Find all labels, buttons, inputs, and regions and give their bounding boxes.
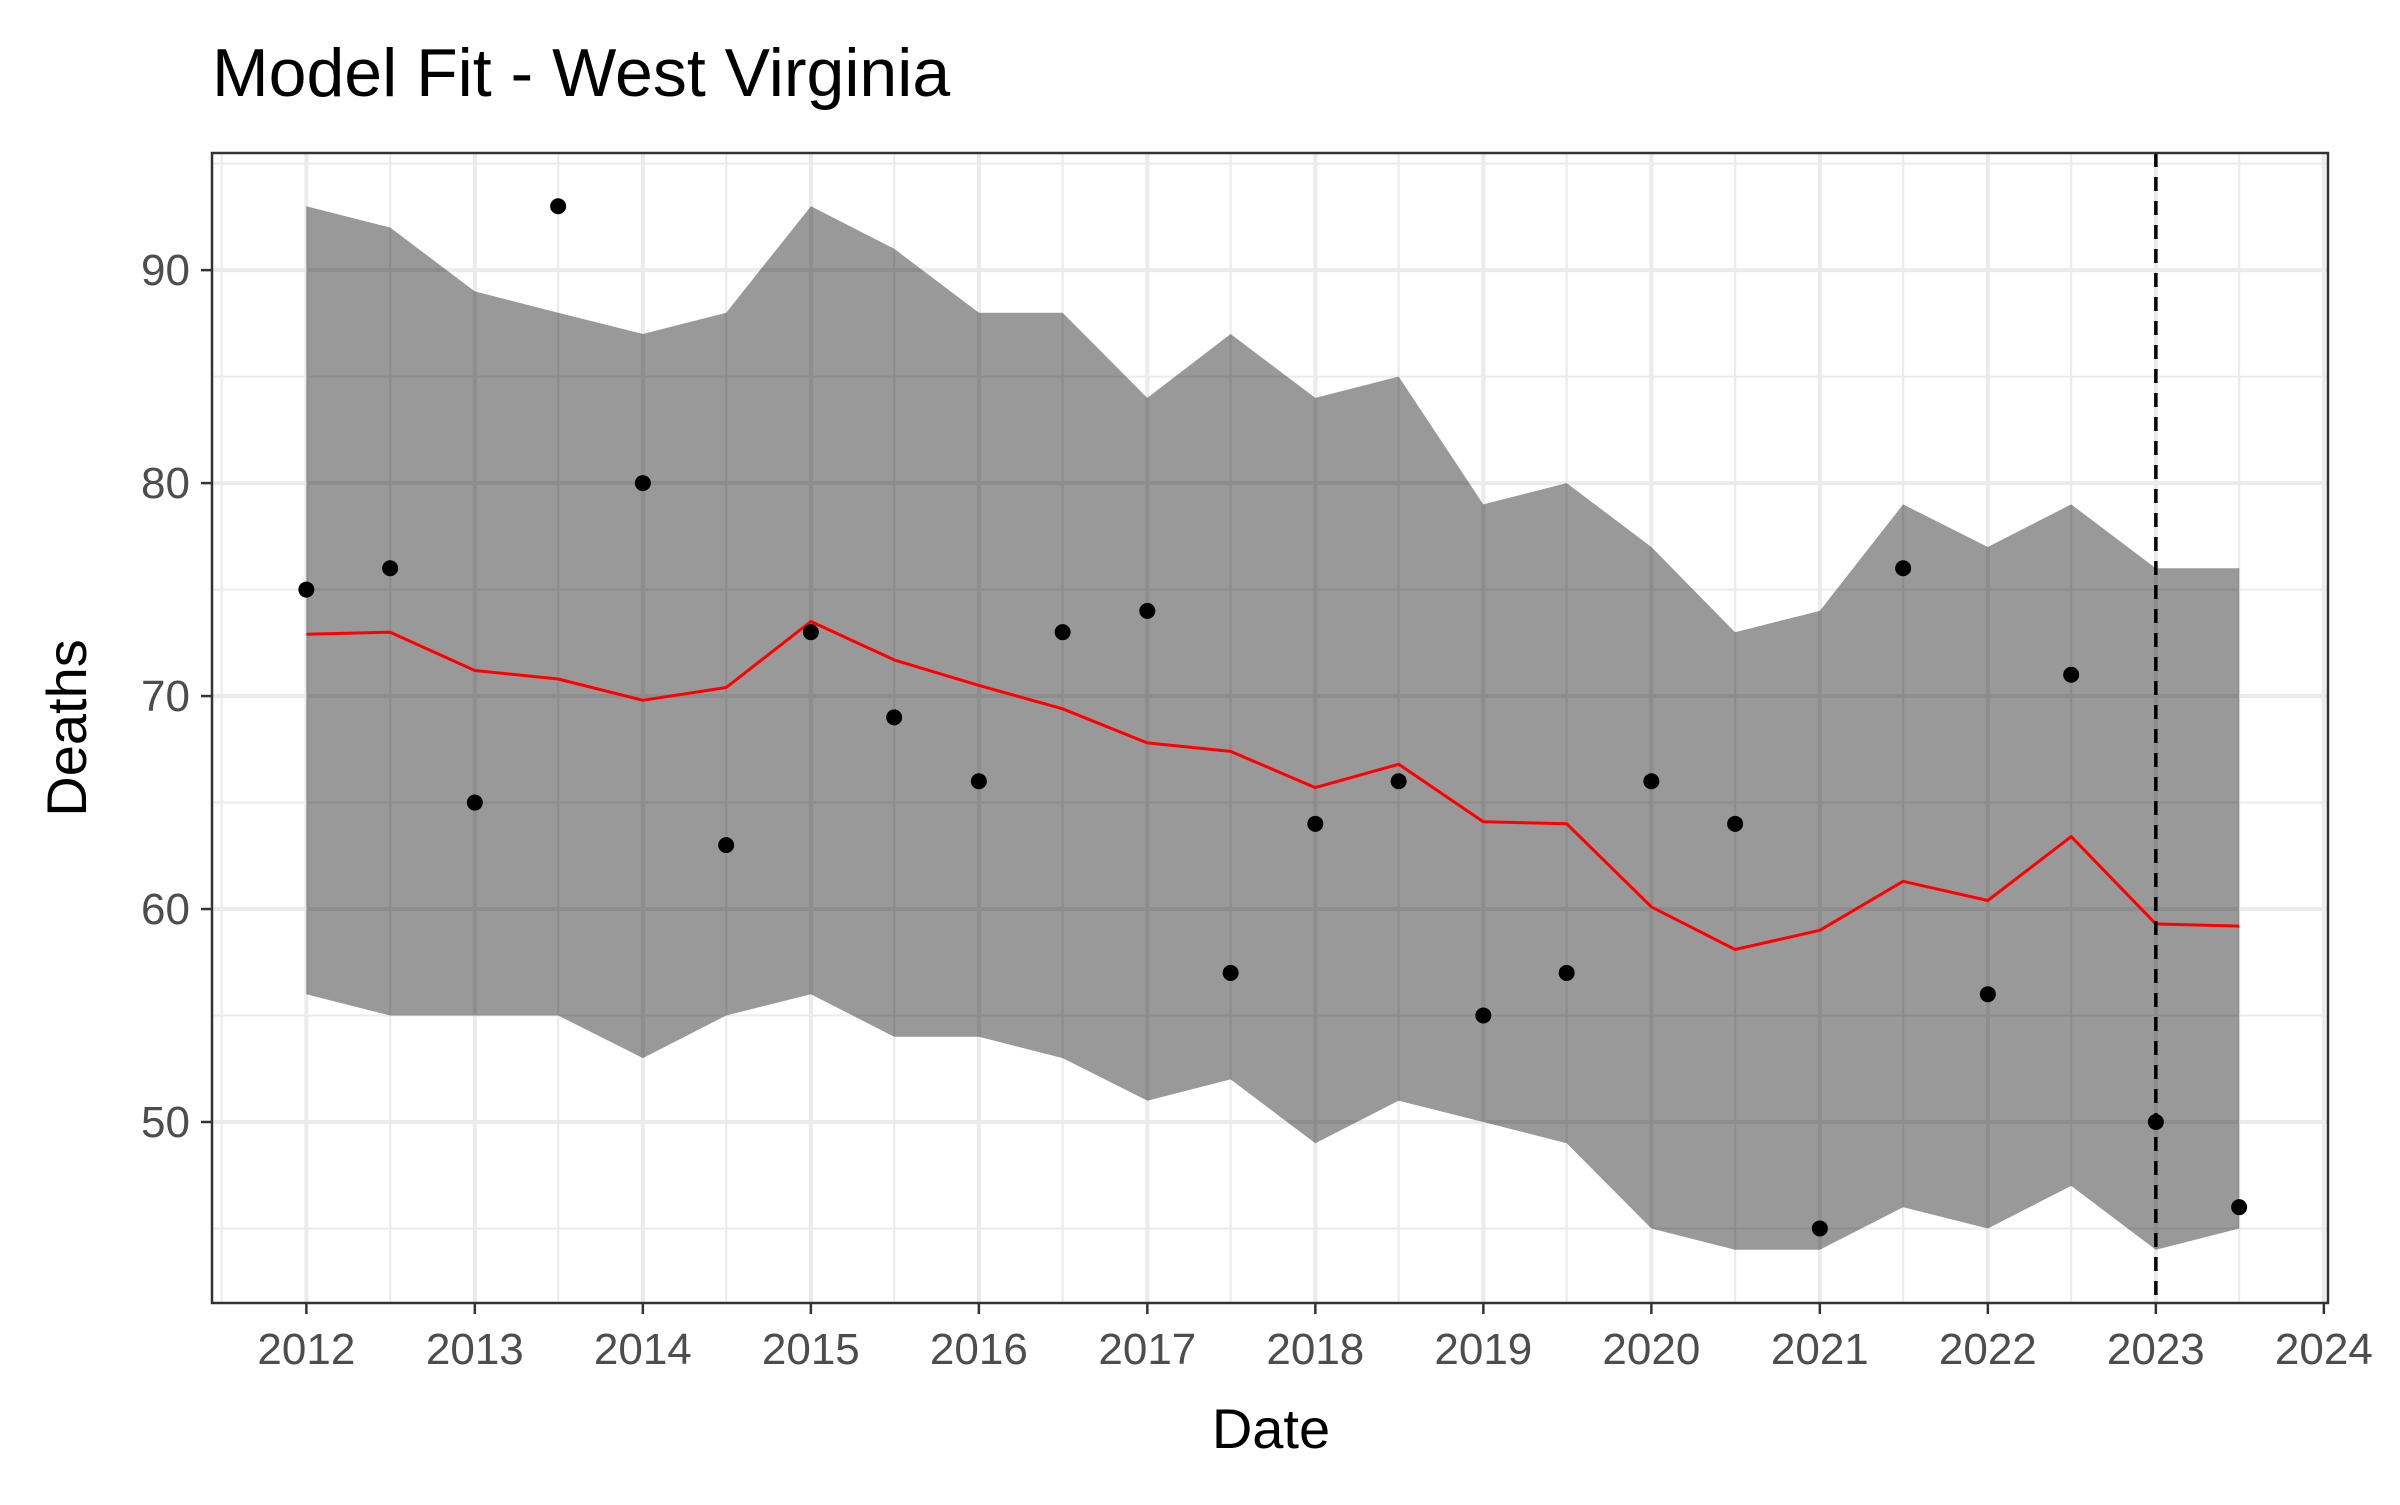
data-point <box>802 624 819 641</box>
data-point <box>2063 666 2080 683</box>
x-tick-label: 2015 <box>762 1325 860 1374</box>
x-tick-label: 2017 <box>1098 1325 1196 1374</box>
x-tick-label: 2014 <box>594 1325 692 1374</box>
data-point <box>970 773 987 790</box>
x-tick-label: 2021 <box>1771 1325 1869 1374</box>
data-point <box>2231 1199 2248 1216</box>
grid-lines <box>212 153 2328 1303</box>
data-point <box>1390 773 1407 790</box>
data-point <box>466 794 483 811</box>
data-point <box>1811 1220 1828 1237</box>
y-tick-label: 60 <box>141 885 190 934</box>
data-point <box>1558 964 1575 981</box>
y-tick-label: 50 <box>141 1098 190 1147</box>
x-tick-label: 2016 <box>930 1325 1028 1374</box>
x-axis-title: Date <box>1212 1397 1330 1460</box>
data-point <box>634 475 651 492</box>
data-point <box>1139 602 1156 619</box>
panel-background <box>212 153 2328 1303</box>
data-point <box>382 560 399 577</box>
y-tick-label: 70 <box>141 672 190 721</box>
data-point <box>886 709 903 726</box>
x-tick-label: 2023 <box>2107 1325 2205 1374</box>
data-point <box>1643 773 1660 790</box>
y-axis-title: Deaths <box>35 639 98 816</box>
data-point <box>1222 964 1239 981</box>
x-tick-label: 2019 <box>1434 1325 1532 1374</box>
y-tick-label: 90 <box>141 246 190 295</box>
y-tick-label: 80 <box>141 459 190 508</box>
data-point <box>1979 986 1996 1003</box>
x-tick-label: 2013 <box>426 1325 524 1374</box>
x-tick-label: 2022 <box>1939 1325 2037 1374</box>
data-point <box>1727 815 1744 832</box>
x-tick-label: 2024 <box>2275 1325 2373 1374</box>
chart-title: Model Fit - West Virginia <box>212 35 950 111</box>
confidence-band <box>306 206 2240 1250</box>
fit-line <box>306 620 2240 951</box>
data-point <box>1054 624 1071 641</box>
data-point <box>1307 815 1324 832</box>
panel-border <box>210 151 2330 1305</box>
x-tick-label: 2020 <box>1602 1325 1700 1374</box>
data-point <box>550 198 567 215</box>
data-point <box>718 837 735 854</box>
data-point <box>298 581 315 598</box>
data-point <box>1475 1007 1492 1024</box>
x-tick-label: 2012 <box>257 1325 355 1374</box>
data-point <box>1895 560 1912 577</box>
x-tick-label: 2018 <box>1266 1325 1364 1374</box>
